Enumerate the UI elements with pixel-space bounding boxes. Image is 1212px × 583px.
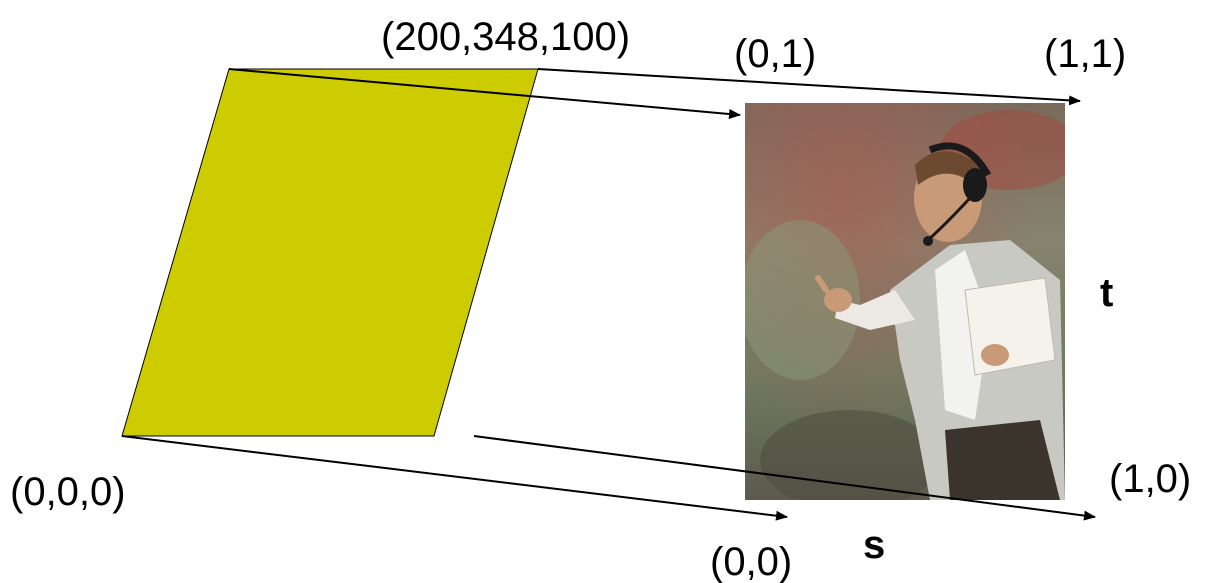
label-tex-top-right: (1,1): [1044, 32, 1126, 76]
label-top-vertex: (200,348,100): [381, 15, 630, 59]
arrow-top-left-to-tex-0-1: [228, 68, 741, 119]
quad-polygon: [121, 68, 539, 437]
label-tex-bottom-right: (1,0): [1109, 457, 1191, 501]
label-axis-t: t: [1100, 271, 1113, 315]
arrow-top-right-to-tex-1-1: [537, 68, 1081, 106]
label-axis-s: s: [863, 523, 885, 567]
label-tex-top-left: (0,1): [734, 32, 816, 76]
arrow-bottom-right-to-tex-1-0: [473, 435, 1096, 521]
texture-image: [745, 103, 1065, 500]
label-tex-bottom-left: (0,0): [710, 540, 792, 583]
label-origin-vertex: (0,0,0): [10, 470, 126, 514]
arrow-origin-to-tex-0-0: [121, 435, 788, 521]
